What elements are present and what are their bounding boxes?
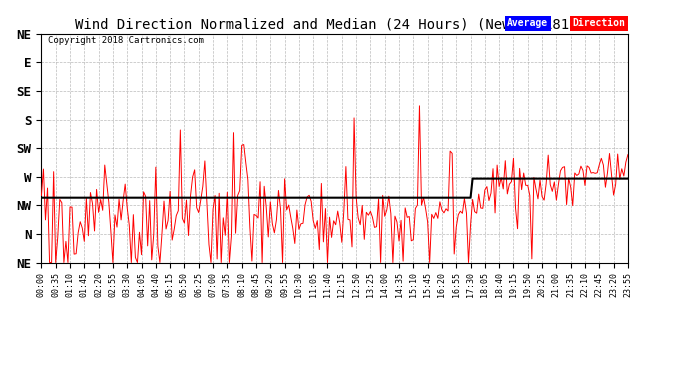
Text: Copyright 2018 Cartronics.com: Copyright 2018 Cartronics.com bbox=[48, 36, 204, 45]
Text: Direction: Direction bbox=[573, 18, 626, 28]
Text: Average: Average bbox=[507, 18, 549, 28]
Title: Wind Direction Normalized and Median (24 Hours) (New) 20181015: Wind Direction Normalized and Median (24… bbox=[75, 17, 594, 31]
